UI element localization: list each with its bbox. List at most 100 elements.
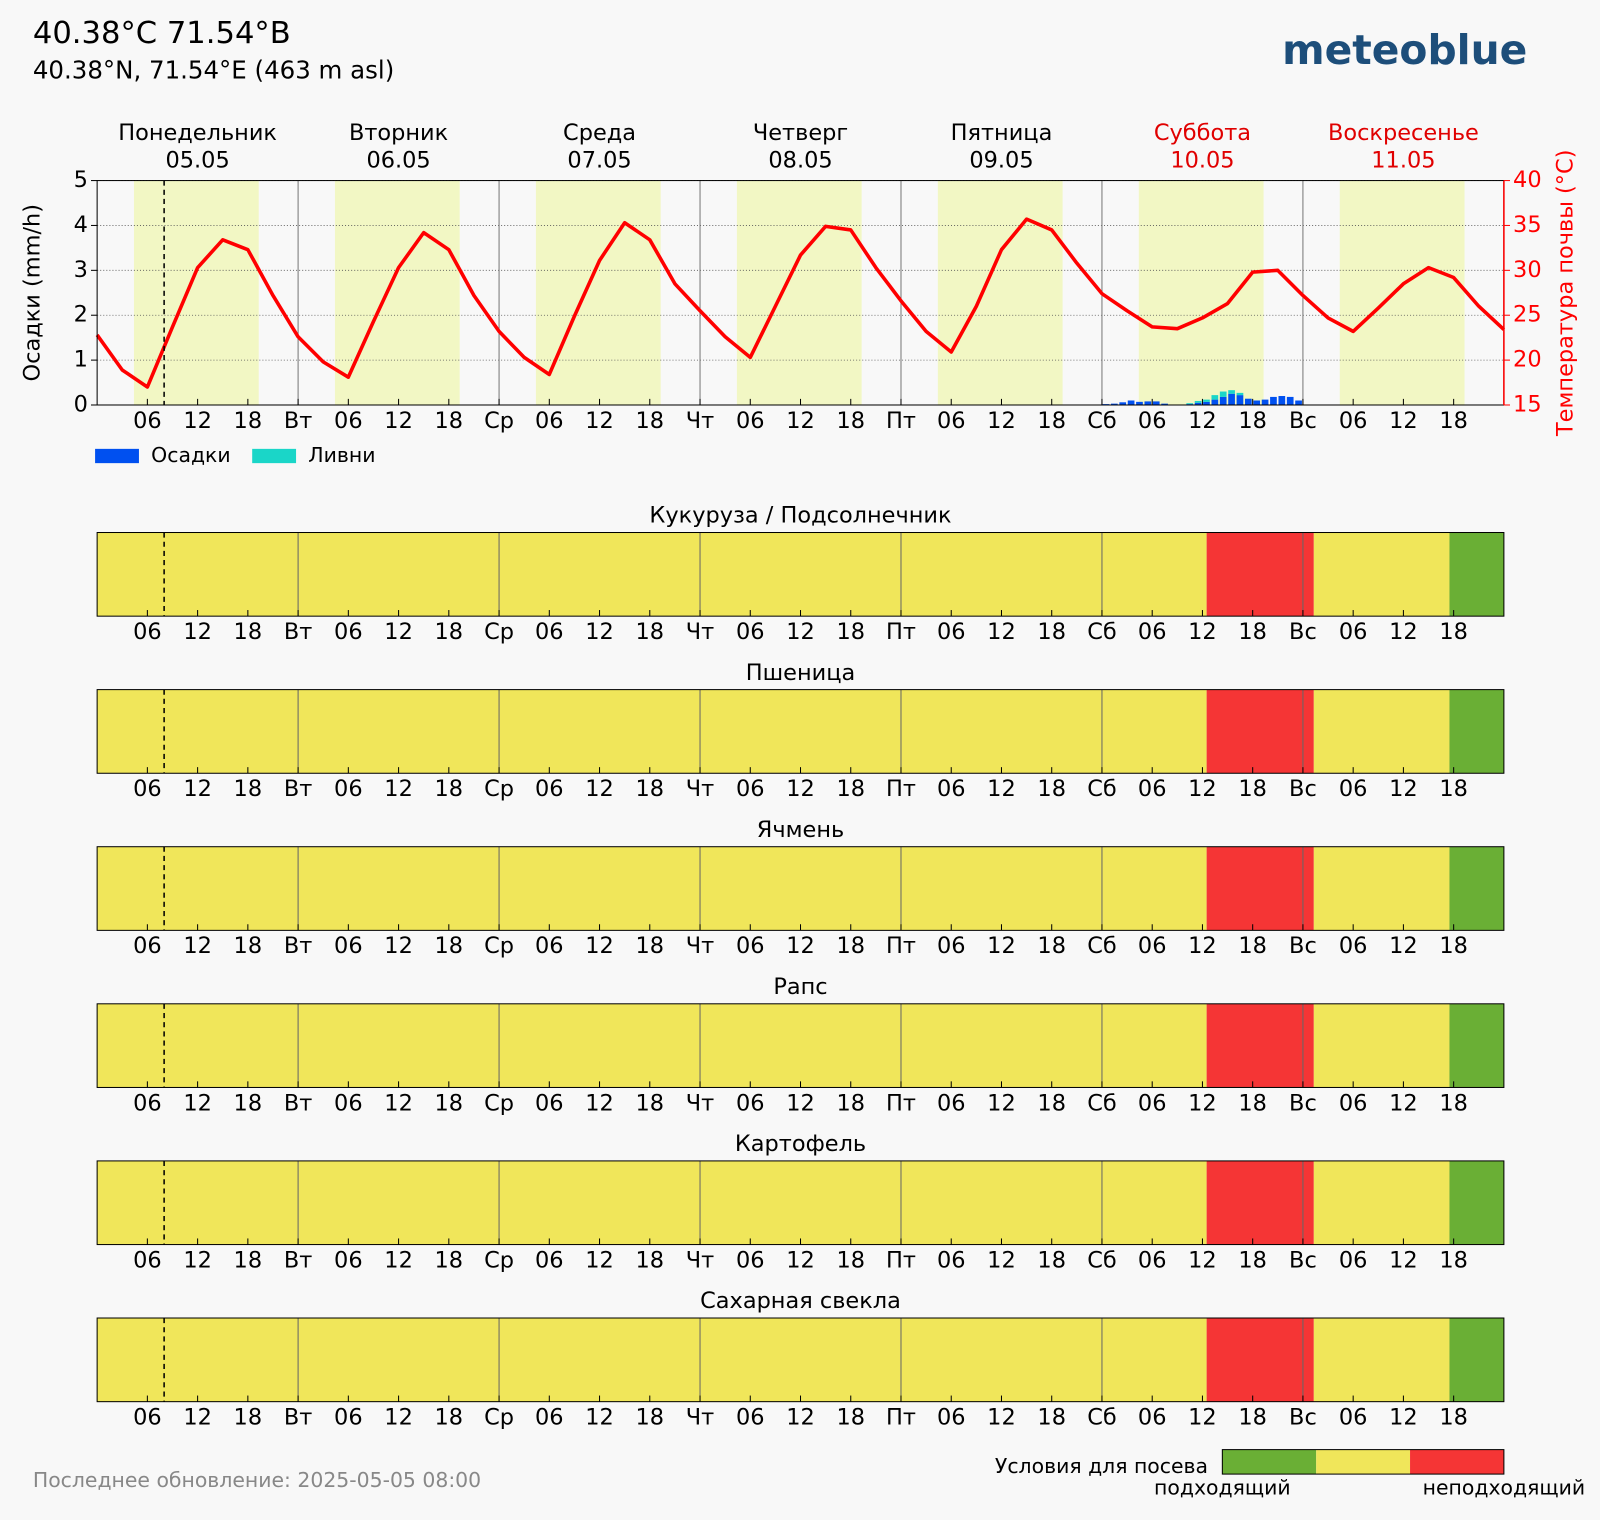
x-tick-label: 12 bbox=[585, 776, 614, 802]
precip-bar bbox=[1228, 393, 1235, 405]
legend-title: Условия для посева bbox=[995, 1454, 1208, 1478]
x-tick-label: Вс bbox=[1289, 1247, 1317, 1273]
x-tick-label: Сб bbox=[1087, 776, 1117, 802]
x-tick-label: 06 bbox=[133, 619, 162, 645]
x-tick-label: Пт bbox=[886, 933, 916, 959]
daylight-band bbox=[1138, 180, 1264, 405]
update-note: Последнее обновление: 2025-05-05 08:00 bbox=[33, 1468, 481, 1492]
x-tick-label: 18 bbox=[1439, 619, 1468, 645]
legend-color bbox=[1316, 1449, 1411, 1475]
x-tick-label: 06 bbox=[1138, 1247, 1167, 1273]
x-tick-label: Чт bbox=[686, 1404, 714, 1430]
y-tick-label: 0 bbox=[74, 391, 88, 417]
day-name: Вторник bbox=[349, 120, 448, 146]
x-tick-label: Пт bbox=[886, 776, 916, 802]
x-tick-label: 06 bbox=[1339, 1247, 1368, 1273]
x-tick-label: 06 bbox=[1138, 1090, 1167, 1116]
x-tick-label: 06 bbox=[535, 1247, 564, 1273]
x-tick-label: Ср bbox=[484, 408, 514, 434]
x-tick-label: Сб bbox=[1087, 1090, 1117, 1116]
x-tick-label: 12 bbox=[585, 1247, 614, 1273]
strip-title: Ячмень bbox=[757, 817, 844, 843]
strip-title: Пшеница bbox=[746, 660, 855, 686]
x-tick-label: 06 bbox=[1138, 933, 1167, 959]
condition-segment bbox=[1206, 689, 1314, 774]
x-tick-label: 06 bbox=[334, 1090, 363, 1116]
day-date: 06.05 bbox=[366, 148, 430, 174]
condition-segment bbox=[1449, 1160, 1504, 1245]
x-tick-label: 18 bbox=[1439, 933, 1468, 959]
x-tick-label: 18 bbox=[1037, 408, 1066, 434]
condition-segment bbox=[97, 1318, 1207, 1402]
legend-low: подходящий bbox=[1154, 1475, 1291, 1499]
x-tick-label: 12 bbox=[1188, 619, 1217, 645]
x-tick-label: 18 bbox=[1238, 1404, 1267, 1430]
x-tick-label: 18 bbox=[636, 1404, 665, 1430]
x-tick-label: 06 bbox=[535, 1090, 564, 1116]
precip-bar bbox=[1228, 390, 1235, 394]
condition-segment bbox=[1449, 689, 1504, 774]
x-tick-label: 06 bbox=[1339, 1404, 1368, 1430]
x-tick-label: Ср bbox=[484, 933, 514, 959]
x-tick-label: 12 bbox=[786, 1090, 815, 1116]
x-tick-label: 18 bbox=[1439, 1090, 1468, 1116]
x-tick-label: 12 bbox=[1389, 933, 1418, 959]
x-tick-label: 12 bbox=[585, 1404, 614, 1430]
x-tick-label: 06 bbox=[535, 776, 564, 802]
x-tick-label: 18 bbox=[1037, 933, 1066, 959]
x-tick-label: 18 bbox=[836, 1247, 865, 1273]
x-tick-label: Пт bbox=[886, 1090, 916, 1116]
condition-segment bbox=[1206, 846, 1314, 931]
precip-bar bbox=[1186, 403, 1194, 405]
x-tick-label: 12 bbox=[384, 1090, 413, 1116]
x-tick-label: 06 bbox=[334, 1247, 363, 1273]
condition-segment bbox=[97, 1003, 1207, 1088]
page-subtitle: 40.38°N, 71.54°E (463 m asl) bbox=[33, 55, 394, 84]
x-tick-label: 12 bbox=[1389, 1247, 1418, 1273]
x-tick-label: 18 bbox=[435, 1247, 464, 1273]
condition-segment bbox=[1206, 1160, 1314, 1245]
x-tick-label: Ср bbox=[484, 619, 514, 645]
precip-bar bbox=[1278, 396, 1286, 405]
precip-bar bbox=[1111, 403, 1118, 405]
x-tick-label: 06 bbox=[736, 408, 765, 434]
x-tick-label: 18 bbox=[636, 776, 665, 802]
x-tick-label: Пт bbox=[886, 1247, 916, 1273]
precip-bar bbox=[1219, 391, 1227, 397]
x-tick-label: 06 bbox=[133, 1247, 162, 1273]
x-tick-label: 12 bbox=[585, 408, 614, 434]
x-tick-label: 18 bbox=[435, 776, 464, 802]
day-name: Воскресенье bbox=[1328, 120, 1479, 146]
x-tick-label: 18 bbox=[636, 1247, 665, 1273]
x-tick-label: Ср bbox=[484, 1090, 514, 1116]
precip-bar bbox=[1127, 400, 1135, 405]
x-tick-label: 12 bbox=[1389, 1090, 1418, 1116]
x-tick-label: 18 bbox=[1037, 619, 1066, 645]
x-tick-label: 12 bbox=[384, 619, 413, 645]
x-tick-label: 06 bbox=[736, 1247, 765, 1273]
x-tick-label: 06 bbox=[535, 619, 564, 645]
x-tick-label: Чт bbox=[686, 776, 714, 802]
daylight-band bbox=[535, 180, 661, 405]
x-tick-label: Пт bbox=[886, 619, 916, 645]
x-tick-label: 12 bbox=[1188, 1247, 1217, 1273]
daylight-band bbox=[1339, 180, 1465, 405]
strip-title: Рапс bbox=[773, 974, 827, 1000]
x-tick-label: 12 bbox=[384, 1247, 413, 1273]
precip-bar bbox=[1253, 400, 1261, 405]
condition-segment bbox=[97, 532, 1207, 617]
x-tick-label: 06 bbox=[334, 408, 363, 434]
y2-axis-label: Температура почвы (°C) bbox=[1553, 150, 1579, 438]
x-tick-label: 06 bbox=[334, 1404, 363, 1430]
y2-tick-label: 40 bbox=[1513, 167, 1542, 193]
x-tick-label: Чт bbox=[686, 408, 714, 434]
condition-segment bbox=[97, 846, 1207, 931]
condition-segment bbox=[1313, 1318, 1450, 1402]
condition-segment bbox=[97, 689, 1207, 774]
x-tick-label: 06 bbox=[937, 1404, 966, 1430]
x-tick-label: Сб bbox=[1087, 619, 1117, 645]
x-tick-label: 12 bbox=[1188, 1090, 1217, 1116]
x-tick-label: 12 bbox=[786, 933, 815, 959]
legend-label: Ливни bbox=[308, 443, 375, 467]
x-tick-label: 12 bbox=[786, 1247, 815, 1273]
